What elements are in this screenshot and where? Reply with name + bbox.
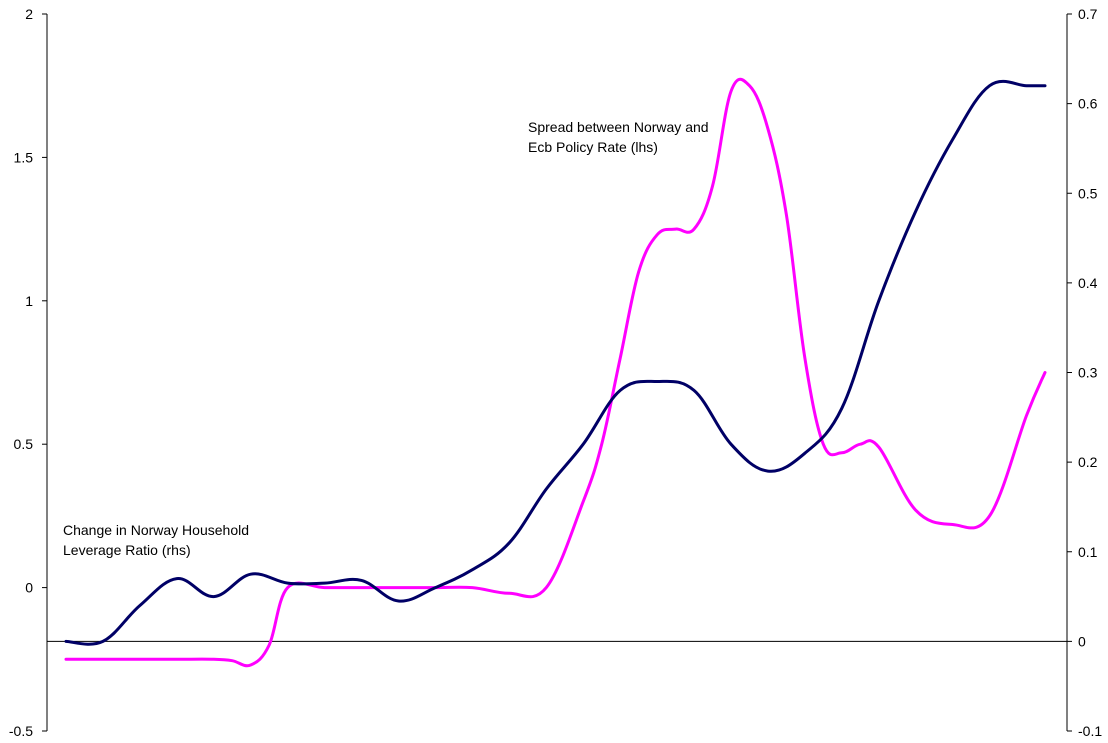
annotation-spread: Spread between Norway and Ecb Policy Rat… (528, 117, 709, 157)
right-tick-label: 0.3 (1078, 365, 1098, 381)
left-tick-label: 1 (25, 293, 33, 309)
right-tick-label: 0.1 (1078, 544, 1098, 560)
annotation-leverage-line-1: Change in Norway Household (63, 522, 249, 538)
right-tick-label: 0.6 (1078, 96, 1098, 112)
left-tick-label: 2 (25, 6, 33, 22)
left-tick-label: 0 (25, 580, 33, 596)
right-tick-label: 0.2 (1078, 454, 1098, 470)
series-line-leverage (64, 79, 1047, 646)
left-tick-label: -0.5 (9, 723, 33, 738)
axes-layer: 2 1.5 1 0.5 0 -0.5 0.7 0.6 0.5 0.4 0.3 0.2 0.1 0 -0.1 (9, 6, 1102, 739)
right-tick-label: -0.1 (1078, 723, 1102, 738)
right-tick-label: 0.7 (1078, 6, 1098, 22)
left-tick-label: 0.5 (14, 436, 34, 452)
right-tick-label: 0.5 (1078, 185, 1098, 201)
right-tick-label: 0.4 (1078, 275, 1098, 291)
right-tick-label: 0 (1078, 633, 1086, 649)
left-tick-label: 1.5 (14, 149, 34, 165)
annotation-leverage-line-2: Leverage Ratio (rhs) (63, 542, 191, 558)
series-line-spread (64, 77, 1047, 668)
series-layer (64, 77, 1047, 668)
annotation-leverage: Change in Norway Household Leverage Rati… (63, 520, 249, 560)
annotation-spread-line-1: Spread between Norway and (528, 119, 709, 135)
annotation-spread-line-2: Ecb Policy Rate (lhs) (528, 139, 658, 155)
